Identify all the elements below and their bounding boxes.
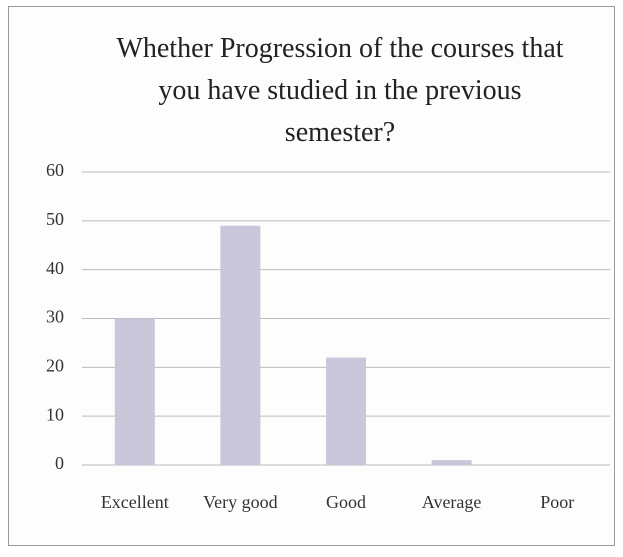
y-tick-label: 50: [46, 209, 64, 229]
y-tick-label: 60: [46, 160, 64, 180]
bar: [220, 225, 261, 465]
chart-title: Whether Progression of the courses that …: [116, 33, 564, 148]
x-tick-label: Excellent: [101, 492, 169, 512]
bar: [326, 357, 366, 465]
x-tick-label: Very good: [203, 492, 278, 512]
y-tick-label: 10: [46, 404, 64, 424]
bar: [431, 460, 472, 465]
chart-frame: [8, 6, 615, 546]
y-tick-label: 30: [46, 307, 64, 327]
x-tick-label: Average: [422, 492, 482, 512]
y-tick-label: 40: [46, 258, 64, 278]
bar: [114, 318, 155, 465]
x-tick-label: Poor: [540, 492, 574, 512]
y-tick-label: 0: [55, 453, 64, 473]
x-tick-label: Good: [326, 492, 366, 512]
y-tick-label: 20: [46, 355, 64, 375]
